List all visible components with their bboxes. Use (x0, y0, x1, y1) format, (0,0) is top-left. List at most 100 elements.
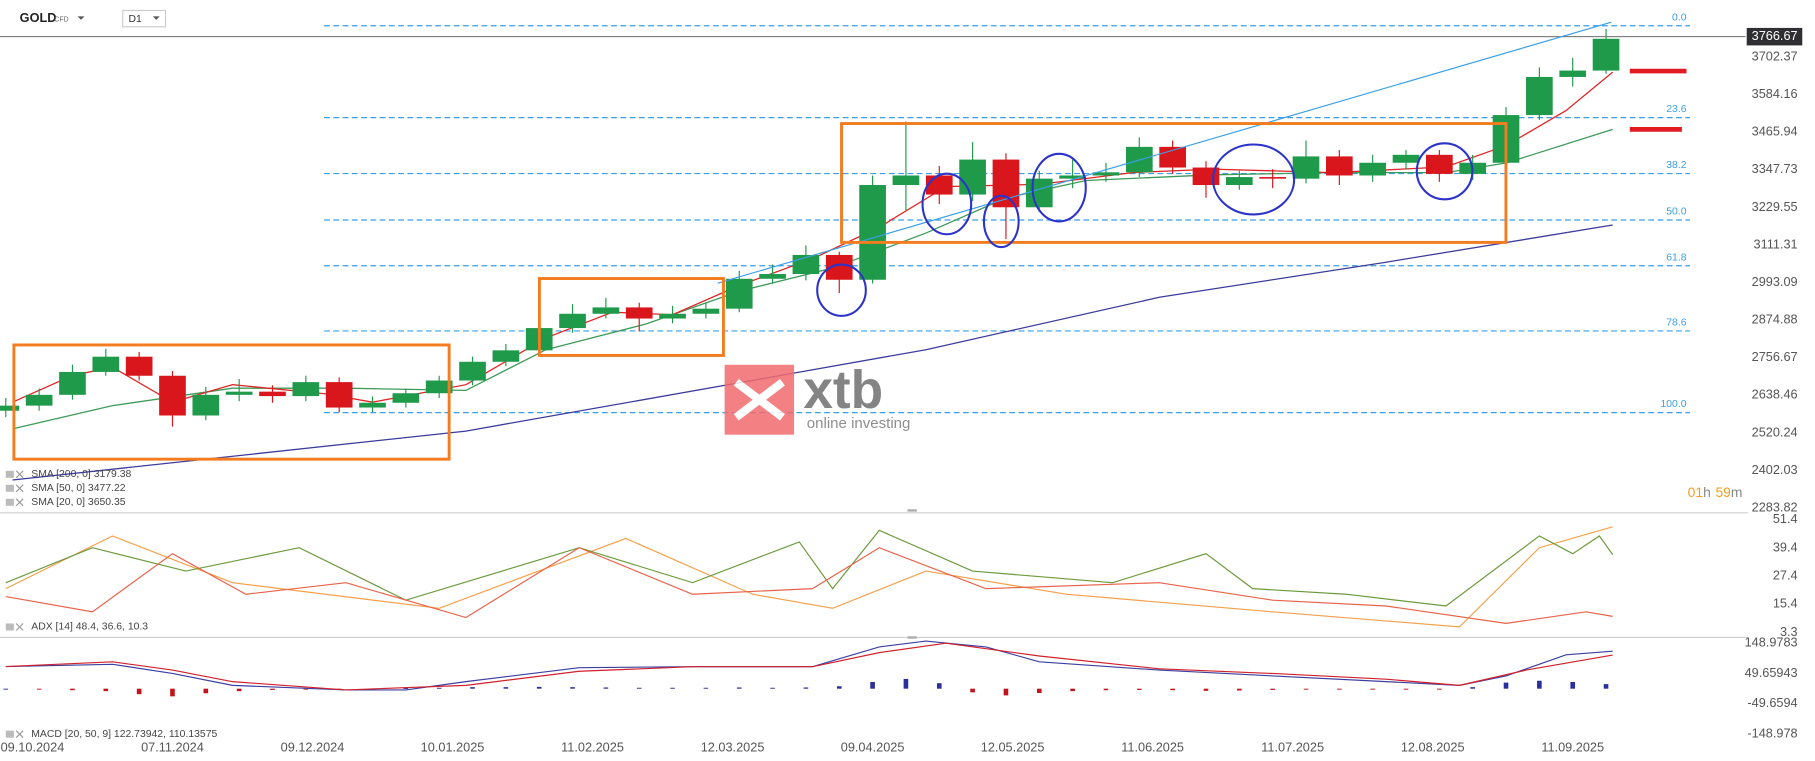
histogram-bar (903, 678, 909, 689)
symbol[interactable]: GOLD (20, 10, 57, 25)
histogram-bar (36, 688, 42, 690)
y-tick-label: 15.4 (1773, 596, 1798, 611)
indicator-line (5, 529, 1614, 607)
timer-unit: h (1703, 484, 1711, 500)
candle-body (1225, 177, 1253, 186)
y-tick-label: 148.9783 (1745, 635, 1798, 650)
highlight-circle (1212, 143, 1296, 216)
x-tick-label: 12.08.2025 (1401, 740, 1465, 755)
histogram-bar (570, 687, 575, 689)
candle-body (392, 393, 420, 403)
candle-body (159, 375, 186, 416)
legend-icon (5, 498, 14, 506)
histogram-bar (1470, 687, 1476, 689)
legend-entry: SMA [20, 0] 3650.35 (31, 497, 125, 508)
y-tick-label: 49.65943 (1745, 665, 1798, 680)
plot-layer (0, 25, 1746, 697)
histogram-bar (1337, 688, 1342, 690)
range-box (840, 122, 1508, 244)
legend-close (15, 730, 24, 739)
candle-body (759, 274, 786, 279)
candle-body (292, 382, 320, 397)
y-tick-label: 2402.03 (1752, 462, 1798, 477)
resize-grip[interactable] (907, 509, 917, 512)
histogram-bar (1503, 682, 1509, 689)
x-tick-label: 10.01.2025 (421, 740, 485, 755)
candle-body (959, 159, 986, 195)
legend-icon (5, 730, 14, 738)
highlight-circle (816, 263, 867, 317)
candle-body (225, 391, 253, 395)
candle-body (25, 394, 53, 406)
fib-label: 61.8 (1666, 252, 1686, 263)
histogram-bar (1003, 688, 1009, 696)
timer-unit: m (1731, 484, 1743, 500)
tagline: online investing (807, 415, 911, 432)
y-tick-label: 3.3 (1780, 624, 1798, 639)
timeframe-select[interactable] (122, 9, 167, 28)
watermark: xtb online investing (724, 361, 911, 435)
candle-body (725, 278, 753, 309)
y-tick-label: -148.978 (1747, 726, 1797, 741)
histogram-bar (970, 688, 975, 693)
toolbar: GOLD CFD D1 (20, 9, 167, 28)
resize-grip[interactable] (907, 636, 917, 639)
y-tick-label: 2874.88 (1752, 312, 1798, 327)
histogram-bar (303, 688, 309, 690)
candle-body (1092, 172, 1120, 176)
histogram-bar (1603, 684, 1609, 689)
candle-body (125, 356, 153, 376)
y-tick-label: 2638.46 (1752, 387, 1798, 402)
histogram-bar (1303, 688, 1309, 690)
dropdown-arrow[interactable] (152, 16, 160, 20)
histogram-bar (836, 686, 842, 689)
histogram-bar (670, 687, 675, 689)
x-tick-label: 11.09.2025 (1541, 740, 1604, 755)
candle-body (1359, 162, 1387, 176)
fib-label: 38.2 (1666, 160, 1686, 171)
legend-close (15, 498, 24, 507)
candle-body (559, 313, 586, 329)
legend-entry: SMA [200, 0] 3179.38 (31, 469, 131, 480)
timer-minutes: 59 (1715, 484, 1731, 500)
sma-line (12, 71, 1614, 403)
candle-body (925, 175, 953, 195)
candle-body (1059, 175, 1086, 179)
candle-body (692, 308, 720, 314)
y-tick-label: 3702.37 (1752, 48, 1798, 63)
candle-body (192, 394, 220, 416)
x-tick-label: 09.12.2024 (281, 740, 345, 755)
x-tick-label: 11.02.2025 (561, 740, 624, 755)
y-tick-label: 2283.82 (1752, 499, 1798, 514)
candle-body (1592, 38, 1620, 71)
candle-body (859, 185, 886, 280)
histogram-bar (436, 687, 442, 689)
front-layer: 3702.37 3584.16 3465.94 3347.73 3229.55 3111.… (1, 12, 1803, 755)
fib-label: 23.6 (1666, 104, 1686, 115)
logo-x (733, 378, 785, 421)
y-tick-label: 3229.55 (1752, 199, 1798, 214)
histogram-bar (170, 688, 175, 697)
x-tick-label: 11.07.2025 (1261, 740, 1324, 755)
legend-close (15, 470, 24, 479)
histogram-bar (1036, 688, 1042, 693)
histogram-bar (1537, 680, 1542, 689)
brand: xtb (803, 361, 883, 420)
y-tick-label: 3347.73 (1752, 161, 1798, 176)
histogram-bar (3, 688, 9, 690)
candle-timer: 01h 59m (1688, 484, 1743, 500)
histogram-bar (1237, 688, 1242, 691)
histogram-bar (136, 688, 142, 695)
histogram-bar (403, 688, 409, 690)
legend-icon (5, 484, 14, 492)
candle-body (1426, 154, 1453, 174)
legend-close (15, 484, 24, 493)
candle-body (625, 307, 653, 319)
histogram-bar (203, 688, 209, 694)
y-tick-label: 2520.24 (1752, 424, 1798, 439)
timeframe[interactable]: D1 (128, 14, 141, 25)
dropdown-arrow[interactable] (77, 16, 85, 20)
y-tick-label: 2993.09 (1752, 274, 1798, 289)
highlight-circle (1031, 152, 1087, 223)
